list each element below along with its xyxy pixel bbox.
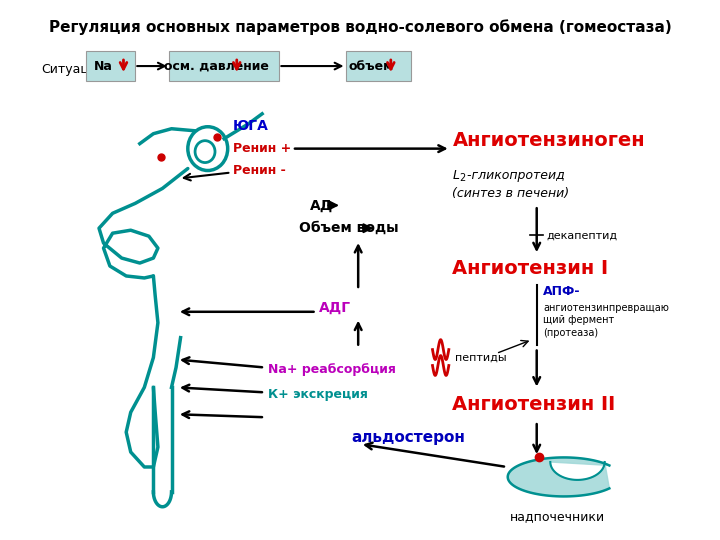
Text: надпочечники: надпочечники bbox=[510, 510, 605, 523]
Text: пептиды: пептиды bbox=[455, 353, 507, 362]
Text: щий фермент: щий фермент bbox=[543, 315, 614, 325]
Text: L: L bbox=[452, 169, 459, 182]
Text: альдостерон: альдостерон bbox=[351, 430, 465, 444]
Text: ЮГА: ЮГА bbox=[233, 119, 269, 133]
FancyBboxPatch shape bbox=[86, 51, 135, 81]
Text: Na+ реабсорбция: Na+ реабсорбция bbox=[268, 363, 395, 376]
Text: объем: объем bbox=[348, 59, 394, 72]
FancyBboxPatch shape bbox=[168, 51, 279, 81]
Text: АПФ-: АПФ- bbox=[543, 285, 580, 299]
Text: Ситуация:: Ситуация: bbox=[41, 63, 109, 76]
Polygon shape bbox=[508, 457, 609, 496]
Text: Ангиотензин II: Ангиотензин II bbox=[452, 395, 616, 414]
Text: (протеаза): (протеаза) bbox=[543, 328, 598, 338]
Text: осм. давление: осм. давление bbox=[164, 59, 269, 72]
Text: АДГ: АДГ bbox=[319, 301, 351, 315]
Text: -гликопротеид: -гликопротеид bbox=[463, 169, 565, 182]
Text: АД: АД bbox=[310, 198, 333, 212]
Text: Объем воды: Объем воды bbox=[300, 221, 399, 235]
Text: 2: 2 bbox=[459, 173, 466, 184]
Text: Na: Na bbox=[94, 59, 113, 72]
Text: Регуляция основных параметров водно-солевого обмена (гомеостаза): Регуляция основных параметров водно-соле… bbox=[49, 19, 671, 35]
Text: ангиотензинпревращаю: ангиотензинпревращаю bbox=[543, 303, 669, 313]
FancyBboxPatch shape bbox=[346, 51, 410, 81]
Text: (синтез в печени): (синтез в печени) bbox=[452, 187, 570, 200]
Text: К+ экскреция: К+ экскреция bbox=[268, 388, 367, 401]
Text: Ренин +: Ренин + bbox=[233, 142, 292, 155]
Text: Ангиотензин I: Ангиотензин I bbox=[452, 259, 608, 278]
Text: Ангиотензиноген: Ангиотензиноген bbox=[452, 131, 645, 150]
Text: Ренин -: Ренин - bbox=[233, 164, 286, 177]
Text: декапептид: декапептид bbox=[546, 230, 618, 240]
